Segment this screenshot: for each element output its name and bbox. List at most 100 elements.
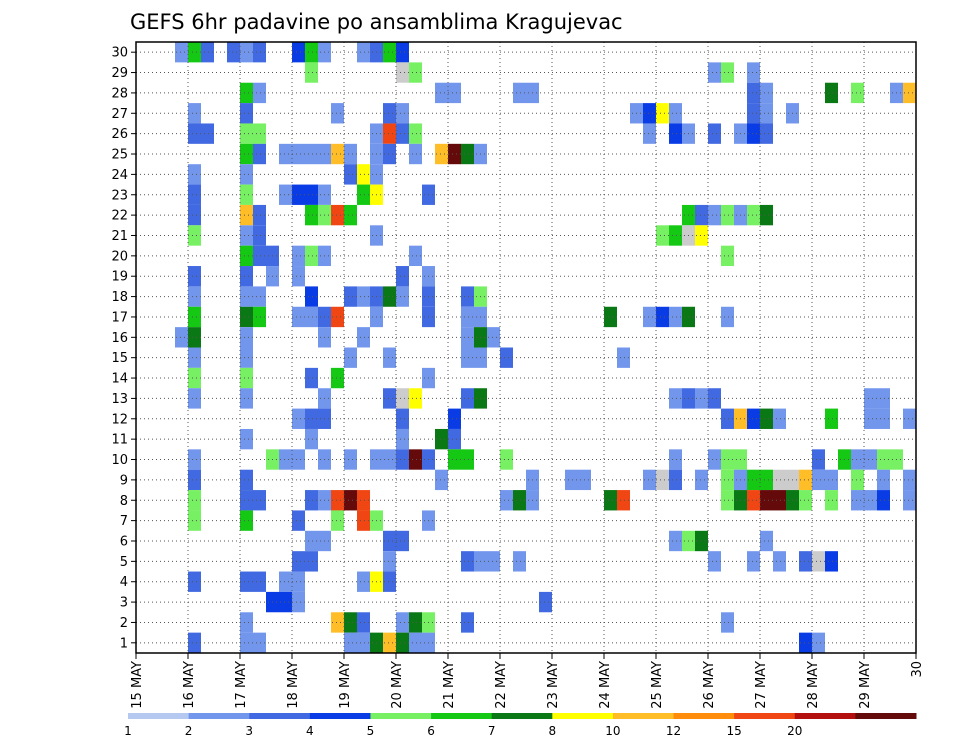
precip-cell	[188, 286, 201, 307]
precip-cell	[292, 449, 305, 470]
precip-cell	[396, 266, 409, 287]
precip-cell	[760, 408, 773, 429]
precip-cell	[812, 469, 825, 491]
y-tick-label: 25	[111, 148, 128, 163]
precip-cell	[851, 469, 864, 491]
precip-cell	[305, 286, 318, 307]
legend-label: 4	[306, 724, 314, 738]
precip-cell	[877, 490, 890, 511]
y-tick-label: 16	[111, 331, 128, 346]
precip-cell	[851, 490, 864, 511]
precip-cell	[643, 123, 656, 144]
y-tick-label: 12	[111, 412, 128, 427]
precip-cell	[240, 388, 253, 409]
precip-cell	[760, 490, 773, 511]
precip-cell	[331, 306, 344, 328]
precip-cell	[435, 469, 448, 491]
precip-cell	[565, 469, 578, 491]
precip-cell	[409, 449, 422, 470]
legend-swatch	[309, 713, 371, 719]
precip-cell	[305, 530, 318, 552]
precip-cell	[435, 428, 448, 450]
precip-cell	[227, 42, 240, 63]
precip-cell	[357, 571, 370, 592]
precip-cell	[344, 612, 357, 633]
x-tick-label: 24 MAY	[598, 661, 613, 709]
y-tick-label: 11	[111, 433, 128, 448]
precip-cell	[279, 449, 292, 470]
precip-cell	[240, 123, 253, 144]
x-tick-label: 28 MAY	[806, 661, 821, 709]
precip-cell	[643, 103, 656, 124]
precip-cell	[331, 204, 344, 226]
precip-cell	[331, 143, 344, 165]
precip-cell	[461, 347, 474, 368]
legend-swatch	[673, 713, 735, 719]
precip-cell	[877, 469, 890, 491]
precip-cell	[188, 103, 201, 124]
precip-cell	[721, 490, 734, 511]
precip-cell	[188, 42, 201, 63]
precip-cell	[864, 449, 877, 470]
precip-cell	[305, 428, 318, 450]
precip-cell	[448, 428, 461, 450]
precip-cell	[799, 490, 812, 511]
precip-cell	[344, 490, 357, 511]
precip-cell	[253, 306, 266, 328]
precip-cell	[383, 551, 396, 572]
precip-cell	[305, 143, 318, 165]
precip-cell	[279, 143, 292, 165]
precip-cell	[331, 612, 344, 633]
precip-cell	[188, 266, 201, 287]
precip-cell	[253, 123, 266, 144]
precip-cell	[188, 571, 201, 592]
x-tick-label: 16 MAY	[182, 661, 197, 709]
precip-cell	[760, 103, 773, 124]
precip-cell	[747, 551, 760, 572]
precip-cell	[669, 449, 682, 470]
precip-cell	[461, 551, 474, 572]
precip-cell	[240, 286, 253, 307]
precip-cell	[253, 632, 266, 653]
precip-cell	[461, 449, 474, 470]
precip-cell	[240, 612, 253, 633]
precip-cell	[656, 103, 669, 124]
precip-cell	[708, 62, 721, 83]
y-tick-label: 10	[111, 453, 128, 468]
precip-cell	[344, 143, 357, 165]
precip-cell	[357, 42, 370, 63]
precip-cell	[240, 347, 253, 368]
y-tick-label: 18	[111, 290, 128, 305]
x-axis-labels: 15 MAY 16 MAY 17 MAY 18 MAY 19 MAY 20 MAY 21 M…	[130, 653, 925, 709]
precip-cell	[383, 632, 396, 653]
precip-cell	[617, 347, 630, 368]
precip-cell	[747, 103, 760, 124]
precip-cell	[240, 571, 253, 592]
precip-cell	[721, 204, 734, 226]
precip-cell	[812, 551, 825, 572]
precip-cell	[188, 469, 201, 491]
precip-cell	[825, 408, 838, 429]
precip-cell	[877, 449, 890, 470]
precip-cell	[409, 612, 422, 633]
y-tick-label: 1	[120, 636, 128, 651]
precip-cell	[760, 123, 773, 144]
precip-cell	[383, 103, 396, 124]
legend-label: 5	[367, 724, 375, 738]
precip-cell	[708, 123, 721, 144]
precip-cell	[773, 551, 786, 572]
precip-cell	[240, 184, 253, 205]
precip-cell	[721, 306, 734, 328]
precip-cell	[305, 42, 318, 63]
precip-cell	[383, 571, 396, 592]
precip-cell	[383, 42, 396, 63]
y-tick-label: 14	[111, 372, 128, 387]
precip-cell	[188, 164, 201, 185]
precip-cell	[396, 103, 409, 124]
y-tick-label: 4	[120, 575, 128, 590]
precip-cell	[669, 103, 682, 124]
precip-cell	[513, 551, 526, 572]
precip-cell	[305, 551, 318, 572]
precip-cell	[292, 42, 305, 63]
precip-cell	[305, 184, 318, 205]
